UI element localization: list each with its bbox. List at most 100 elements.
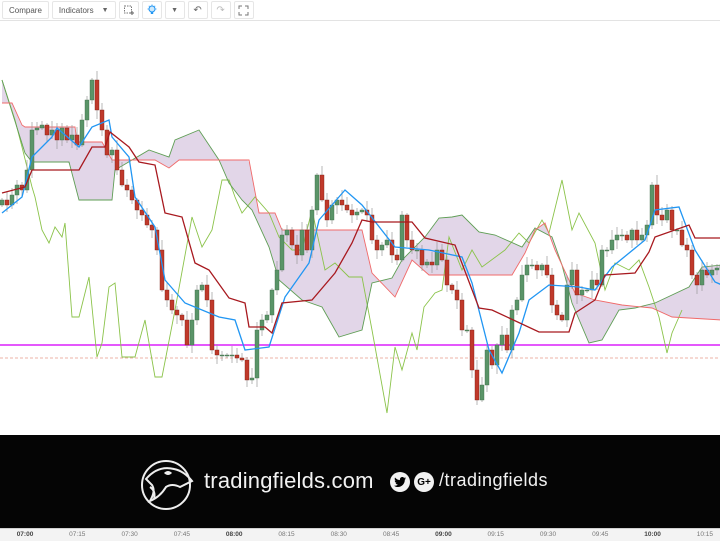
candle-body (229, 354, 235, 357)
candle-body (484, 349, 490, 386)
candle-body (444, 259, 450, 286)
candle-body (544, 264, 550, 276)
candle-body (0, 199, 5, 206)
candle-body (449, 284, 455, 291)
candle-body (194, 289, 200, 321)
candle-body (224, 354, 230, 357)
candle-body (514, 299, 520, 311)
candle-body (119, 169, 125, 186)
candle-body (464, 329, 470, 332)
fullscreen-button[interactable] (233, 1, 254, 19)
candle-body (419, 249, 425, 266)
time-tick-label: 10:15 (696, 531, 714, 538)
candle-body (534, 264, 540, 271)
candle-body (439, 249, 445, 261)
candle-body (354, 211, 360, 216)
candle-body (44, 124, 50, 136)
candle-body (584, 289, 590, 292)
compare-button[interactable]: Compare (2, 1, 49, 19)
redo-button[interactable]: ↷ (210, 1, 231, 19)
candle-body (474, 369, 480, 401)
candle-body (634, 229, 640, 241)
lightbulb-dropdown[interactable]: ▼ (164, 1, 185, 19)
candle-body (529, 264, 535, 267)
fullscreen-icon (238, 5, 249, 15)
candle-body (259, 319, 265, 331)
candle-body (569, 269, 575, 286)
twitter-icon[interactable] (390, 472, 410, 492)
candle-body (714, 267, 720, 271)
indicators-button[interactable]: Indicators ▼ (51, 1, 116, 19)
add-alert-icon (123, 5, 134, 15)
candle-body (639, 234, 645, 241)
candle-body (709, 269, 715, 276)
candle-body (539, 264, 545, 271)
candle-body (434, 249, 440, 266)
candle-body (279, 234, 285, 271)
candle-body (384, 239, 390, 246)
candle-body (344, 204, 350, 211)
candle-body (179, 314, 185, 321)
add-alert-button[interactable] (118, 1, 139, 19)
candle-body (234, 354, 240, 359)
senkou-span-a-line (1, 79, 720, 344)
candle-body (664, 209, 670, 221)
candle-body (679, 229, 685, 246)
candle-body (554, 304, 560, 316)
candle-body (459, 299, 465, 331)
compare-label: Compare (9, 5, 42, 15)
undo-button[interactable]: ↶ (187, 1, 208, 19)
candle-body (284, 229, 290, 236)
social-handle: /tradingfields (439, 470, 549, 490)
candle-body (499, 334, 505, 346)
google-plus-icon[interactable]: G+ (414, 472, 434, 492)
candle-body (609, 239, 615, 251)
time-tick-label: 08:15 (278, 531, 295, 538)
indicators-label: Indicators (58, 5, 94, 15)
candle-body (34, 127, 40, 131)
candle-body (394, 254, 400, 261)
price-chart[interactable] (0, 22, 720, 434)
candle-body (579, 289, 585, 296)
candle-body (454, 289, 460, 301)
google-plus-glyph: G+ (417, 476, 431, 488)
candle-body (4, 199, 10, 206)
time-tick-label: 07:15 (69, 531, 86, 538)
tradingfields-logo-icon (141, 460, 194, 510)
candle-body (364, 209, 370, 216)
candle-body (559, 314, 565, 321)
kijun-sen-line (1, 130, 720, 335)
candle-body (169, 299, 175, 311)
candle-body (99, 109, 105, 131)
candle-body (314, 174, 320, 211)
candle-body (24, 169, 30, 191)
candle-body (174, 309, 180, 316)
candle-body (79, 119, 85, 146)
promo-banner (0, 435, 720, 528)
candle-body (294, 244, 300, 256)
candle-body (684, 244, 690, 251)
lightbulb-button[interactable] (141, 1, 162, 19)
candle-body (694, 274, 700, 286)
candle-body (669, 209, 675, 231)
candle-body (379, 244, 385, 251)
chevron-down-icon[interactable]: ▼ (101, 6, 109, 14)
candle-body (429, 261, 435, 266)
time-tick-label: 09:45 (592, 531, 609, 538)
candle-body (509, 309, 515, 351)
candle-body (164, 289, 170, 301)
time-tick-label: 07:30 (121, 531, 138, 538)
candle-body (399, 214, 405, 261)
candle-body (239, 357, 245, 361)
tenkan-sen-line (1, 119, 720, 375)
candle-body (114, 149, 120, 171)
candle-body (39, 124, 45, 129)
chevron-down-icon: ▼ (171, 6, 178, 14)
candle-body (424, 261, 430, 266)
time-tick-label: 08:45 (382, 531, 400, 538)
time-tick-label: 08:30 (330, 531, 347, 538)
candle-body (689, 249, 695, 276)
time-tick-label: 09:15 (487, 531, 504, 538)
candle-body (549, 274, 555, 306)
candle-body (84, 99, 90, 121)
